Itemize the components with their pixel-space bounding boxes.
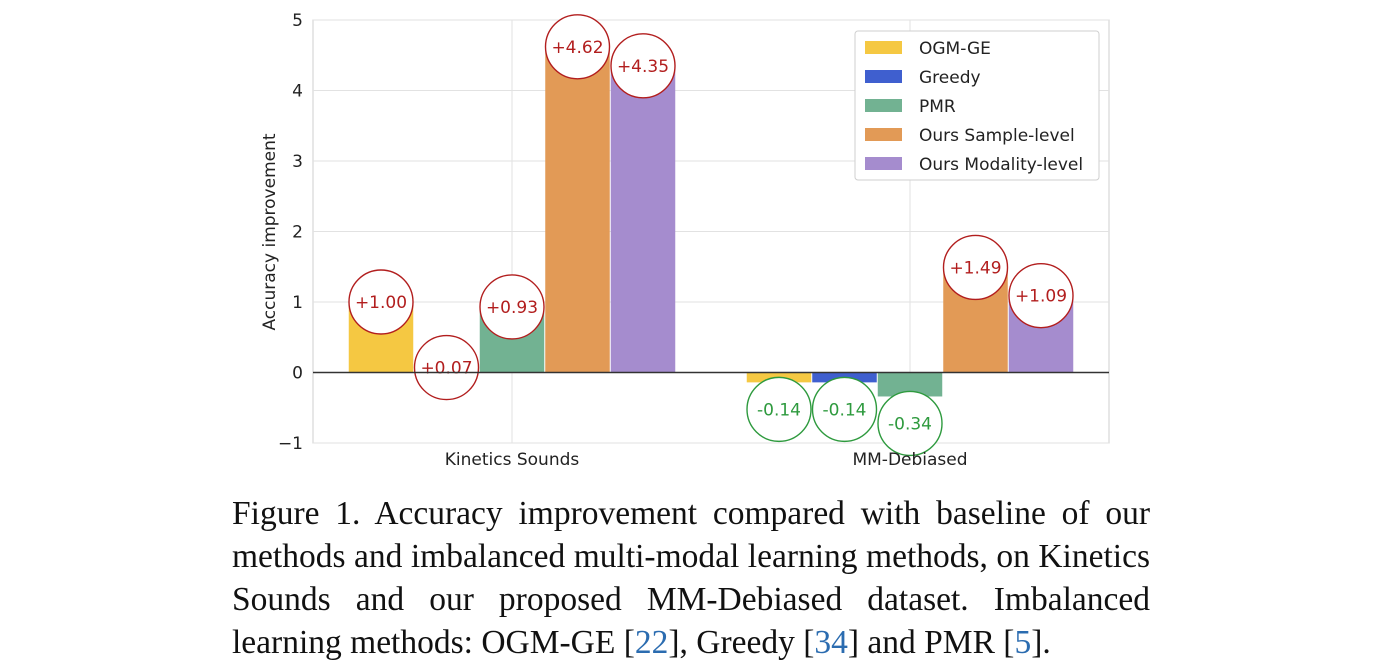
data-label: -0.34: [888, 414, 932, 434]
legend-swatch: [865, 99, 902, 112]
bar: [877, 372, 943, 397]
legend-label: Ours Modality-level: [919, 155, 1083, 175]
bar: [545, 46, 610, 373]
data-label: +4.35: [617, 57, 669, 77]
legend-label: Greedy: [919, 68, 981, 88]
data-label: -0.14: [757, 400, 801, 420]
data-label: +1.09: [1015, 287, 1067, 307]
axes: −1 0 1 2 3 4 5 Accuracy improvement Kinetics Sou…: [260, 11, 1109, 470]
legend-swatch: [865, 70, 902, 83]
legend-box: [854, 30, 1100, 181]
data-label: +1.49: [949, 258, 1001, 278]
citation-link-5[interactable]: 5: [1014, 624, 1032, 661]
y-tick-label: 0: [292, 364, 303, 384]
data-label: +1.00: [355, 293, 407, 313]
legend-label: OGM-GE: [919, 39, 991, 59]
data-label-circle: [942, 234, 1009, 301]
legend-swatch: [865, 157, 902, 170]
y-tick-label: −1: [278, 434, 303, 454]
legend: OGM-GE Greedy PMR Ours Sample-level Ours Mod…: [854, 30, 1100, 181]
x-tick-label: MM-Debiased: [852, 450, 967, 470]
data-label-circle: [544, 14, 611, 80]
legend-swatch: [865, 41, 902, 54]
caption-text-1: Figure 1. Accuracy improvement compared …: [232, 495, 1150, 661]
y-tick-label: 3: [292, 152, 303, 172]
data-label-circle: [413, 334, 480, 401]
caption-text-2: ], Greedy [: [668, 624, 815, 661]
citation-link-34[interactable]: 34: [814, 624, 848, 661]
data-label-circle: [479, 274, 545, 340]
data-label: -0.14: [823, 400, 867, 420]
data-label-circle: [877, 390, 943, 457]
legend-label: PMR: [919, 97, 956, 117]
bar-chart: +1.00 +0.07 +0.93 +4.62 +4.35 -0.14 -0.14 -0.34…: [260, 11, 1110, 470]
legend-swatch: [865, 128, 902, 141]
citation-link-22[interactable]: 22: [634, 624, 669, 661]
y-tick-label: 1: [292, 293, 303, 313]
data-label-circle: [348, 269, 414, 335]
y-tick-label: 5: [292, 11, 303, 31]
data-label-circle: [746, 376, 812, 443]
data-label: +4.62: [551, 38, 603, 58]
data-label: +0.93: [486, 298, 538, 318]
x-tick-label: Kinetics Sounds: [445, 450, 580, 470]
bar: [610, 65, 676, 373]
data-label: +0.07: [420, 359, 472, 379]
data-label-circle: [610, 33, 676, 99]
caption-text-4: ].: [1031, 624, 1051, 661]
figure-caption: Figure 1. Accuracy improvement compared …: [232, 492, 1150, 664]
caption-text-3: ] and PMR [: [847, 624, 1015, 661]
y-axis-label: Accuracy improvement: [260, 133, 280, 330]
legend-label: Ours Sample-level: [919, 126, 1075, 146]
data-labels: +1.00 +0.07 +0.93 +4.62 +4.35 -0.14 -0.14 -0.34…: [348, 14, 1074, 457]
data-label-circle: [811, 376, 878, 443]
y-tick-label: 2: [292, 223, 303, 243]
y-tick-label: 4: [292, 82, 303, 102]
data-label-circle: [1008, 262, 1074, 329]
